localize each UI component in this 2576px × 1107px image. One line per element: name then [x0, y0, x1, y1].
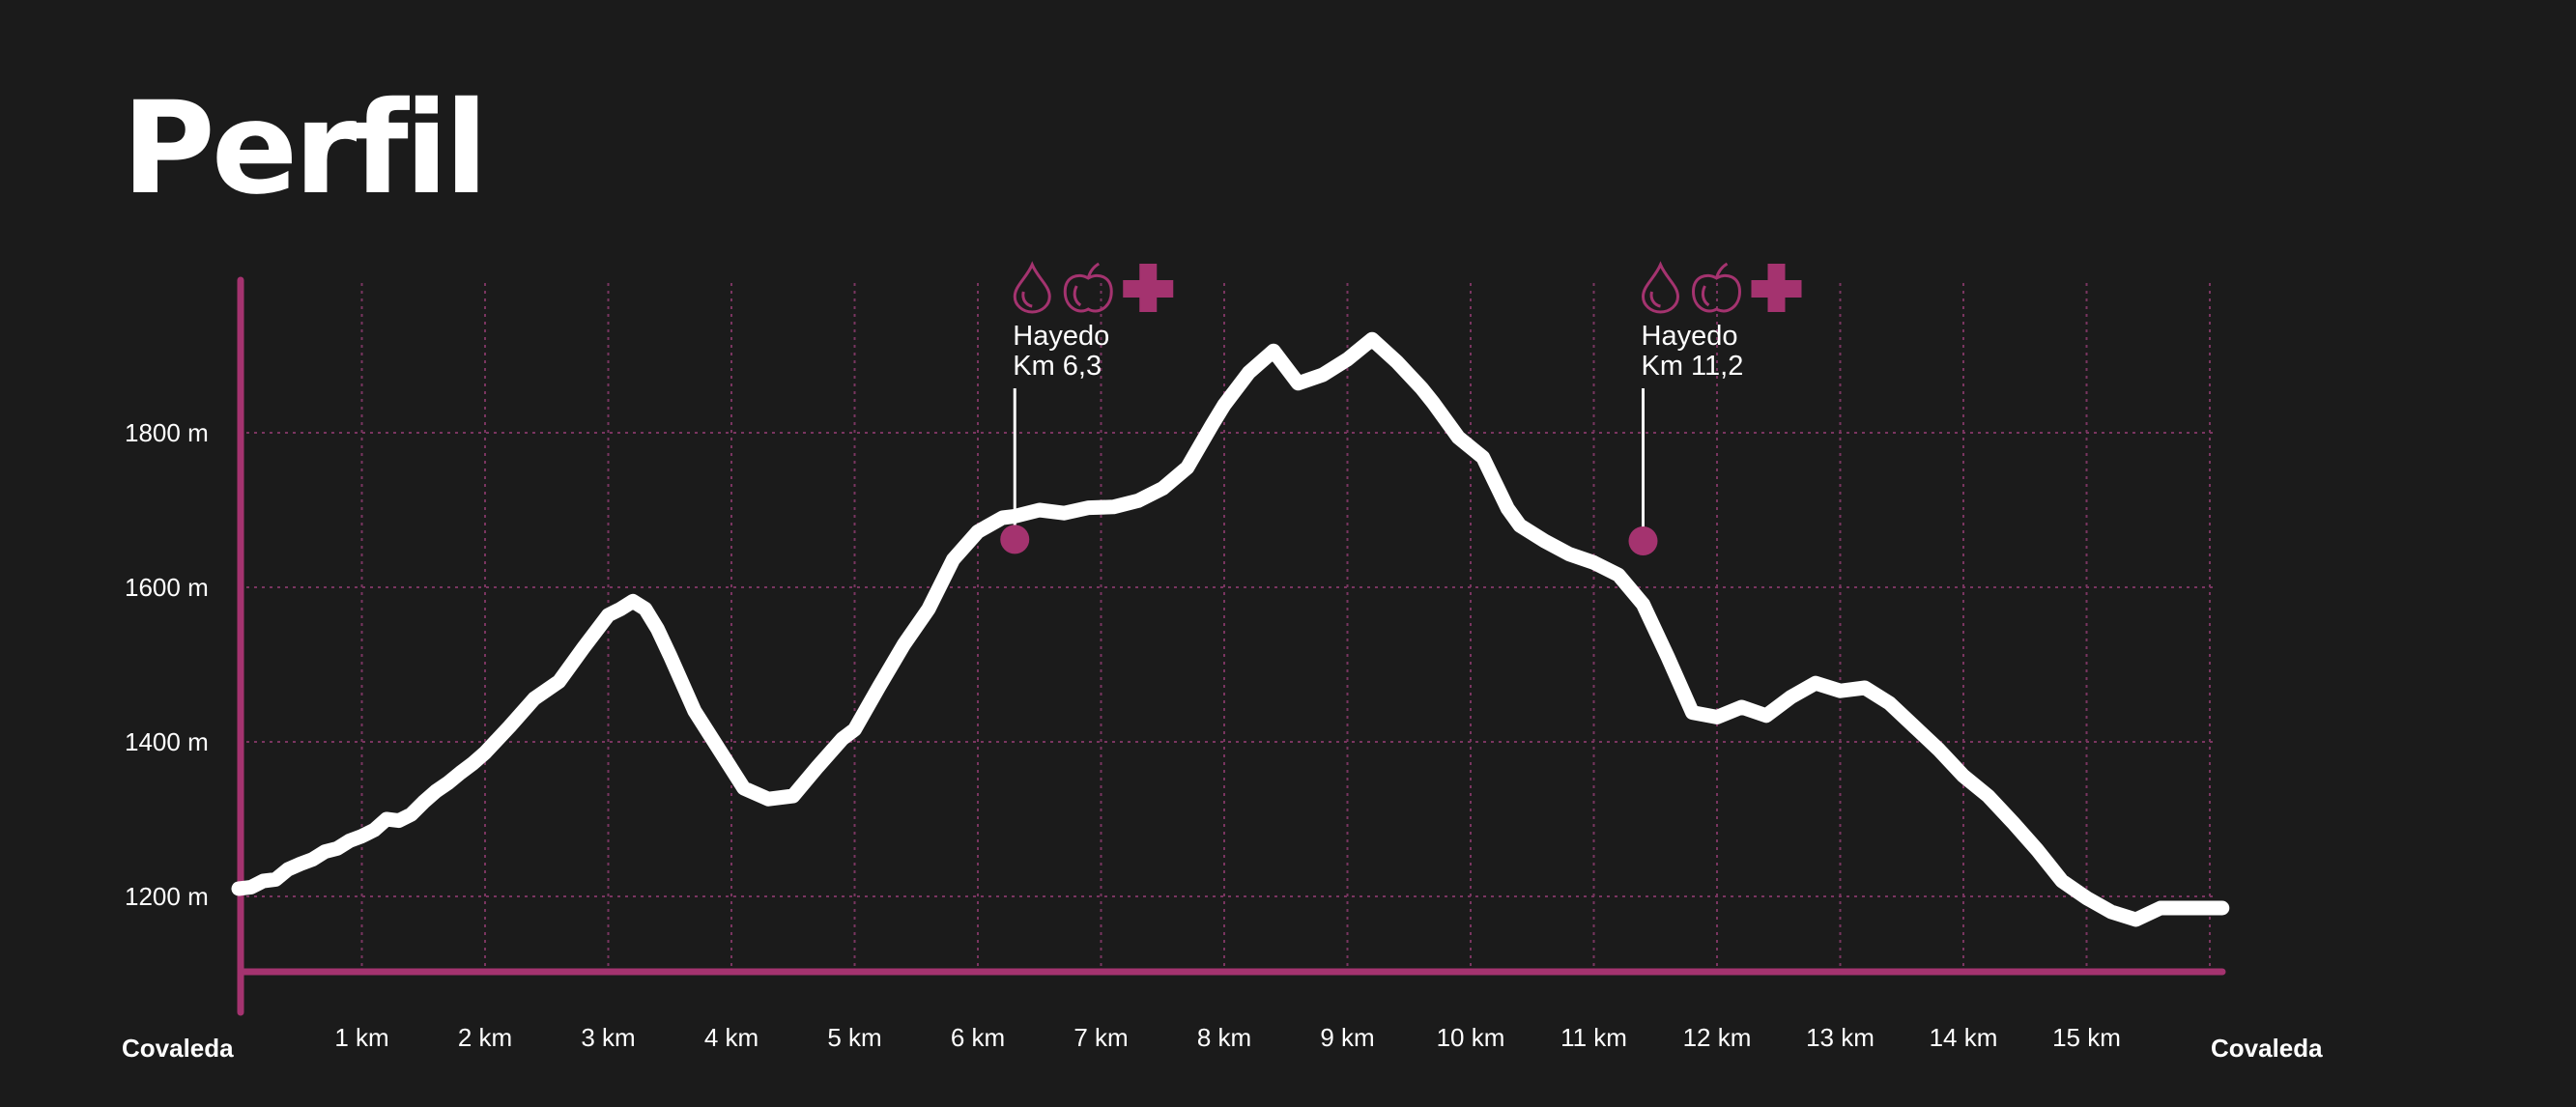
end-label: Covaleda	[2211, 1034, 2323, 1063]
elevation-line-group	[231, 331, 2230, 927]
x-tick-label: 7 km	[1073, 1023, 1128, 1052]
x-tick-label: 10 km	[1437, 1023, 1505, 1052]
tick-labels: 1200 m 1400 m 1600 m 1800 m 1 km 2 km 3 km 4 km…	[125, 418, 2121, 1052]
x-tick-label: 3 km	[581, 1023, 635, 1052]
annotation-km-label: Km 6,3	[1013, 351, 1102, 382]
annotation-name: Hayedo	[1642, 321, 1738, 352]
apple-icon	[1691, 262, 1742, 313]
annotation-name: Hayedo	[1013, 321, 1109, 352]
page-title: Perfil	[122, 74, 488, 223]
elevation-line	[231, 331, 2230, 927]
water-drop-icon	[1641, 261, 1680, 314]
y-tick-label: 1600 m	[125, 573, 209, 602]
x-tick-label: 4 km	[704, 1023, 758, 1052]
annotation-marker	[1628, 526, 1658, 555]
x-tick-label: 1 km	[334, 1023, 388, 1052]
start-label: Covaleda	[122, 1034, 234, 1063]
x-tick-label: 13 km	[1806, 1023, 1875, 1052]
y-tick-label: 1400 m	[125, 727, 209, 756]
x-tick-label: 9 km	[1320, 1023, 1374, 1052]
first-aid-cross-icon	[1751, 264, 1802, 312]
y-tick-label: 1200 m	[125, 882, 209, 911]
y-tick-label: 1800 m	[125, 418, 209, 447]
first-aid-cross-icon	[1123, 264, 1174, 312]
water-drop-icon	[1013, 261, 1051, 314]
grid	[239, 283, 2213, 968]
x-tick-label: 5 km	[827, 1023, 881, 1052]
x-tick-label: 8 km	[1197, 1023, 1251, 1052]
x-tick-label: 6 km	[951, 1023, 1005, 1052]
x-tick-label: 15 km	[2052, 1023, 2121, 1052]
apple-icon	[1063, 262, 1113, 313]
x-tick-label: 11 km	[1560, 1023, 1627, 1052]
annotation-km-label: Km 11,2	[1642, 351, 1744, 382]
annotation-marker	[1000, 525, 1030, 554]
x-tick-label: 2 km	[458, 1023, 512, 1052]
x-tick-label: 14 km	[1930, 1023, 1998, 1052]
x-tick-label: 12 km	[1683, 1023, 1752, 1052]
